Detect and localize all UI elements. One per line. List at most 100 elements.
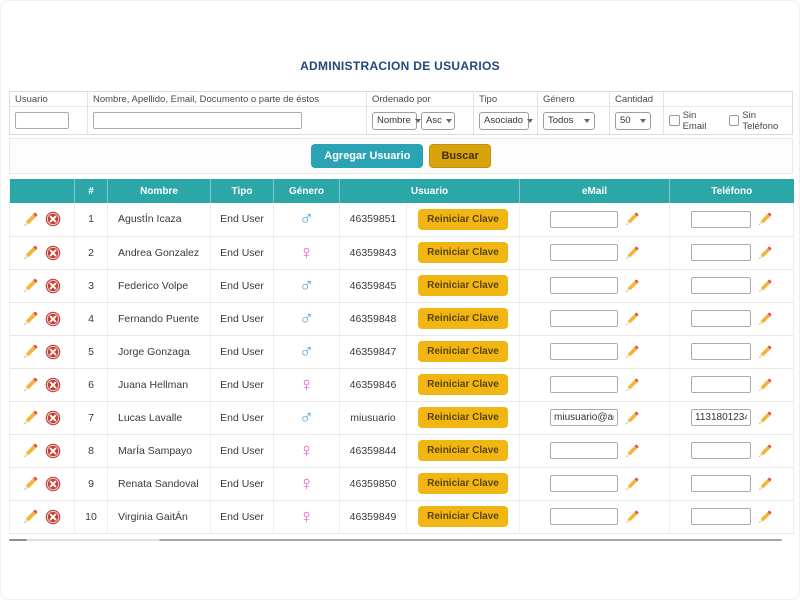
telefono-input[interactable] bbox=[691, 343, 752, 360]
delete-user-button[interactable] bbox=[45, 409, 61, 426]
telefono-input[interactable] bbox=[691, 277, 752, 294]
delete-user-button[interactable] bbox=[45, 343, 61, 360]
email-input[interactable] bbox=[550, 310, 619, 327]
email-input[interactable] bbox=[550, 210, 619, 228]
gender-icon: ♀ bbox=[299, 373, 314, 396]
scrollbar-thumb[interactable] bbox=[9, 539, 27, 541]
edit-telefono-button[interactable] bbox=[758, 477, 772, 491]
edit-user-button[interactable] bbox=[23, 476, 38, 491]
edit-user-button[interactable] bbox=[23, 278, 38, 293]
edit-user-button[interactable] bbox=[23, 443, 38, 458]
edit-telefono-button[interactable] bbox=[758, 411, 772, 425]
telefono-input[interactable] bbox=[691, 210, 752, 228]
edit-telefono-button[interactable] bbox=[758, 312, 772, 326]
email-input[interactable] bbox=[550, 409, 619, 426]
reset-password-button[interactable]: Reiniciar Clave bbox=[418, 407, 508, 428]
email-input[interactable] bbox=[550, 376, 619, 393]
edit-user-button[interactable] bbox=[23, 311, 38, 326]
email-input[interactable] bbox=[550, 508, 619, 525]
edit-telefono-button[interactable] bbox=[758, 378, 772, 392]
telefono-input[interactable] bbox=[691, 508, 752, 525]
edit-telefono-button[interactable] bbox=[758, 345, 772, 359]
row-tipo: End User bbox=[210, 434, 274, 468]
cantidad-select[interactable]: 50 bbox=[615, 111, 651, 130]
edit-email-button[interactable] bbox=[625, 510, 639, 524]
reset-password-button[interactable]: Reiniciar Clave bbox=[418, 275, 508, 296]
add-user-button[interactable]: Agregar Usuario bbox=[311, 144, 424, 168]
reset-password-button[interactable]: Reiniciar Clave bbox=[418, 440, 508, 461]
edit-email-button[interactable] bbox=[625, 378, 639, 392]
telefono-input[interactable] bbox=[691, 376, 752, 393]
ordenado-field-select[interactable]: Nombre bbox=[372, 111, 421, 130]
reset-password-button[interactable]: Reiniciar Clave bbox=[418, 308, 508, 329]
gender-icon: ♀ bbox=[299, 439, 314, 462]
email-input[interactable] bbox=[550, 442, 619, 459]
edit-telefono-button[interactable] bbox=[758, 212, 772, 226]
edit-telefono-button[interactable] bbox=[758, 510, 772, 524]
usuario-filter-input[interactable] bbox=[15, 112, 69, 129]
edit-telefono-button[interactable] bbox=[758, 279, 772, 293]
telefono-input[interactable] bbox=[691, 244, 752, 261]
edit-email-button[interactable] bbox=[625, 246, 639, 260]
delete-user-button[interactable] bbox=[45, 376, 61, 393]
reset-password-button[interactable]: Reiniciar Clave bbox=[418, 473, 508, 494]
delete-user-button[interactable] bbox=[45, 310, 61, 327]
edit-email-button[interactable] bbox=[625, 444, 639, 458]
edit-email-button[interactable] bbox=[625, 411, 639, 425]
edit-email-button[interactable] bbox=[625, 345, 639, 359]
email-input[interactable] bbox=[550, 244, 619, 261]
edit-email-button[interactable] bbox=[625, 312, 639, 326]
row-usuario: miusuario bbox=[339, 401, 407, 435]
email-input[interactable] bbox=[550, 475, 619, 492]
row-nombre: Jorge Gonzaga bbox=[107, 335, 211, 369]
edit-user-button[interactable] bbox=[23, 410, 38, 425]
checkbox-icon bbox=[669, 115, 680, 126]
sin-telefono-checkbox[interactable]: Sin Teléfono bbox=[728, 110, 792, 132]
edit-user-button[interactable] bbox=[23, 245, 38, 260]
delete-user-button[interactable] bbox=[45, 475, 61, 492]
reset-password-button[interactable]: Reiniciar Clave bbox=[418, 341, 508, 362]
genero-select[interactable]: Todos bbox=[543, 111, 595, 130]
edit-user-button[interactable] bbox=[23, 377, 38, 392]
tipo-select[interactable]: Asociado bbox=[479, 111, 534, 130]
delete-user-button[interactable] bbox=[45, 244, 61, 261]
telefono-input[interactable] bbox=[691, 442, 752, 459]
row-num: 9 bbox=[74, 467, 108, 501]
email-input[interactable] bbox=[550, 277, 619, 294]
edit-email-button[interactable] bbox=[625, 212, 639, 226]
edit-telefono-button[interactable] bbox=[758, 246, 772, 260]
reset-password-button[interactable]: Reiniciar Clave bbox=[418, 208, 508, 230]
reset-password-button[interactable]: Reiniciar Clave bbox=[418, 242, 508, 263]
reset-password-button[interactable]: Reiniciar Clave bbox=[418, 374, 508, 395]
reset-password-button[interactable]: Reiniciar Clave bbox=[418, 506, 508, 527]
edit-telefono-button[interactable] bbox=[758, 444, 772, 458]
filter-busqueda: Nombre, Apellido, Email, Documento o par… bbox=[88, 92, 367, 134]
filter-panel: Usuario Nombre, Apellido, Email, Documen… bbox=[9, 91, 793, 135]
row-nombre: Andrea Gonzalez bbox=[107, 236, 211, 270]
telefono-input[interactable] bbox=[691, 409, 752, 426]
search-button[interactable]: Buscar bbox=[429, 144, 491, 168]
delete-user-button[interactable] bbox=[45, 211, 61, 228]
cantidad-value: 50 bbox=[620, 115, 631, 126]
edit-user-button[interactable] bbox=[23, 344, 38, 359]
telefono-input[interactable] bbox=[691, 475, 752, 492]
email-input[interactable] bbox=[550, 343, 619, 360]
row-usuario: 46359847 bbox=[339, 335, 407, 369]
busqueda-filter-input[interactable] bbox=[93, 112, 302, 129]
delete-user-button[interactable] bbox=[45, 442, 61, 459]
telefono-input[interactable] bbox=[691, 310, 752, 327]
edit-user-button[interactable] bbox=[23, 212, 38, 227]
ordenado-direction-select[interactable]: Asc bbox=[421, 111, 455, 130]
edit-user-button[interactable] bbox=[23, 509, 38, 524]
edit-email-button[interactable] bbox=[625, 477, 639, 491]
delete-user-button[interactable] bbox=[45, 508, 61, 525]
edit-email-button[interactable] bbox=[625, 279, 639, 293]
row-usuario: 46359844 bbox=[339, 434, 407, 468]
sin-email-checkbox[interactable]: Sin Email bbox=[669, 110, 721, 132]
filter-usuario-label: Usuario bbox=[10, 92, 87, 107]
filter-cantidad-label: Cantidad bbox=[610, 92, 663, 107]
user-table-body: 1 AgustÍn Icaza End User ♂ 46359851 Rein… bbox=[9, 203, 795, 534]
delete-user-button[interactable] bbox=[45, 277, 61, 294]
filter-busqueda-label: Nombre, Apellido, Email, Documento o par… bbox=[88, 92, 366, 107]
horizontal-scrollbar[interactable] bbox=[9, 539, 793, 541]
